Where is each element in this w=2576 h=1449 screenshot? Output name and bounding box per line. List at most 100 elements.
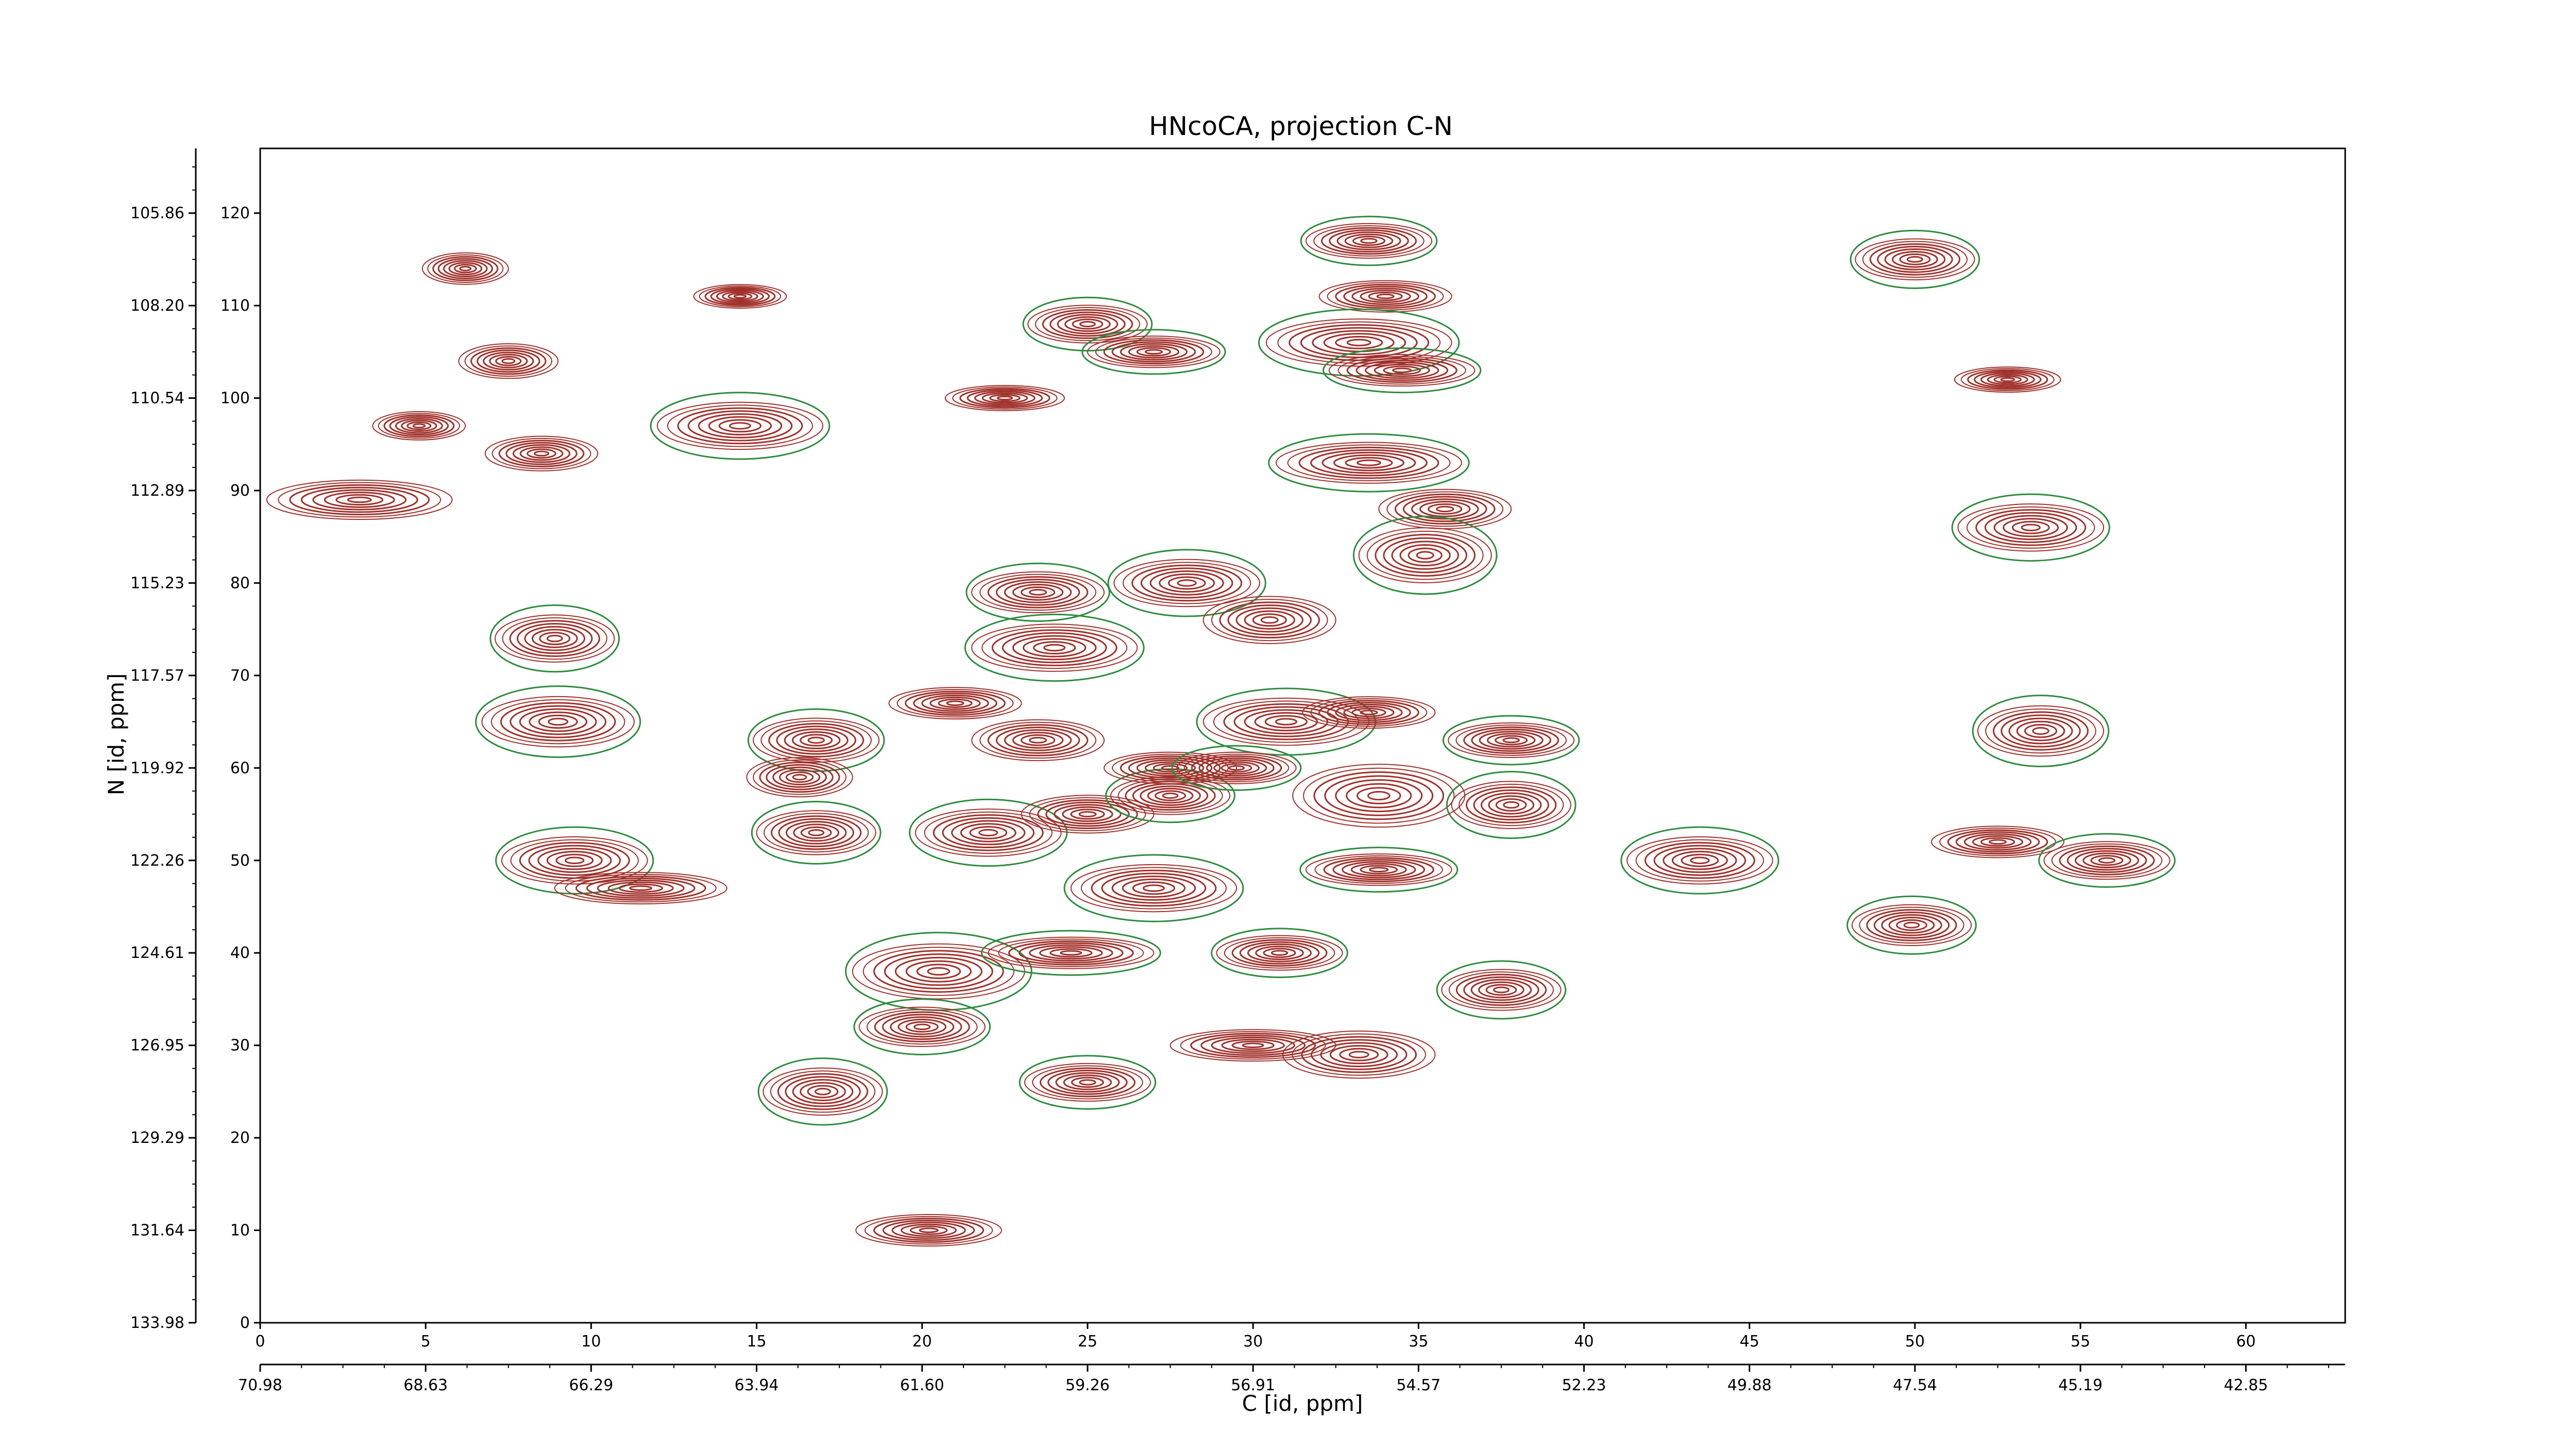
peak-20-level-5 — [951, 820, 1026, 846]
x-index-tick-label: 45 — [1740, 1333, 1759, 1351]
peak-19-level-7 — [938, 698, 973, 708]
peak-36-negative-level — [1171, 745, 1302, 791]
peak-27 — [1022, 296, 1153, 352]
peak-9-level-5 — [519, 708, 597, 735]
peak-56-level-1 — [1957, 503, 2105, 552]
x-axis-ppm: 70.98 68.63 66.29 63.94 61.60 59.26 56.91 54.57… — [238, 1363, 2345, 1394]
peak-24 — [971, 719, 1105, 762]
x-ppm-tick-label: 47.54 — [1893, 1376, 1937, 1394]
peak-43-level-6 — [1344, 233, 1394, 248]
peak-9-level-8 — [548, 717, 569, 726]
peak-28-level-4 — [1111, 341, 1196, 363]
y-ppm-tick-label: 112.89 — [130, 482, 184, 500]
peak-32-level-5 — [1149, 570, 1224, 596]
peak-53-level-4 — [1653, 845, 1747, 876]
peak-14-level-5 — [785, 821, 847, 845]
peak-17 — [853, 998, 991, 1056]
peak-35-level-5 — [1235, 607, 1304, 633]
peak-38-level-8 — [1242, 1042, 1264, 1048]
peak-15-level-2 — [770, 1070, 876, 1113]
peak-30-level-7 — [1155, 790, 1186, 801]
peak-37-level-3 — [1231, 939, 1328, 967]
peak-23 — [964, 613, 1145, 682]
peak-20 — [909, 798, 1068, 867]
peak-17-level-3 — [874, 1011, 970, 1042]
peak-1-level-5 — [443, 260, 488, 278]
peak-2-level-6 — [489, 353, 528, 368]
x-axis-index: 0 5 10 15 20 25 30 35 40 45 50 55 60 — [255, 1323, 2256, 1351]
peak-60-level-5 — [1881, 914, 1942, 936]
peak-28-negative-level — [1081, 329, 1226, 375]
y-ppm-tick-label: 131.64 — [130, 1222, 184, 1240]
peak-9-level-3 — [500, 702, 616, 742]
peak-21-level-5 — [974, 391, 1036, 406]
peak-40-level-5 — [1335, 703, 1403, 721]
peak-8-level-3 — [509, 620, 600, 657]
peak-53-level-2 — [1635, 839, 1765, 882]
peak-53-level-5 — [1663, 848, 1737, 873]
peak-15 — [757, 1057, 888, 1126]
peak-59 — [2038, 833, 2176, 888]
peak-39-level-5 — [1320, 1042, 1398, 1067]
peak-7-level-5 — [698, 413, 783, 439]
peak-1-level-2 — [427, 254, 504, 283]
peak-32 — [1107, 549, 1266, 617]
peak-28-level-6 — [1128, 345, 1180, 359]
peak-41-level-1 — [1292, 764, 1466, 828]
peak-37-negative-level — [1211, 928, 1348, 979]
peak-22-level-2 — [979, 574, 1097, 611]
peak-11-level-8 — [629, 885, 653, 891]
peak-14-level-6 — [793, 823, 840, 842]
peak-25-level-6 — [1039, 946, 1103, 960]
peak-47-level-5 — [1321, 451, 1416, 474]
peak-23-negative-level — [964, 613, 1145, 682]
peak-25-level-5 — [1029, 944, 1113, 962]
peak-15-level-3 — [777, 1073, 869, 1110]
peak-52 — [1436, 960, 1567, 1020]
peak-19-level-5 — [921, 694, 989, 712]
peak-59-level-4 — [2066, 848, 2147, 873]
peak-51-level-6 — [1488, 795, 1535, 815]
peak-52-level-6 — [1478, 981, 1524, 999]
peak-9-level-2 — [490, 699, 625, 745]
peak-15-level-6 — [800, 1082, 846, 1102]
peak-40-level-8 — [1360, 710, 1378, 715]
peak-5-level-1 — [266, 479, 453, 520]
peak-15-level-4 — [785, 1076, 861, 1107]
peak-41-level-8 — [1367, 791, 1391, 801]
peak-18-level-3 — [873, 1218, 985, 1243]
peak-12-level-4 — [776, 726, 856, 755]
peak-23-level-4 — [1002, 632, 1107, 664]
y-index-tick-label: 40 — [230, 944, 250, 962]
peak-20-level-2 — [924, 811, 1053, 854]
peak-42-level-3 — [1323, 857, 1434, 883]
peak-31 — [1063, 854, 1244, 922]
x-ppm-tick-label: 42.85 — [2224, 1376, 2268, 1394]
peak-45 — [1258, 308, 1460, 377]
peak-43-negative-level — [1300, 215, 1438, 266]
peak-19-level-3 — [905, 690, 1006, 716]
peak-26-level-8 — [1079, 1079, 1096, 1086]
peak-54-negative-level — [1850, 229, 1980, 289]
peak-49-negative-level — [1352, 515, 1498, 595]
peak-46-level-3 — [1346, 358, 1458, 383]
peak-29-level-6 — [1062, 806, 1113, 822]
peak-29-level-5 — [1054, 804, 1122, 824]
peak-28-level-1 — [1087, 335, 1221, 368]
peak-50-level-5 — [1479, 731, 1544, 750]
peak-18-level-5 — [891, 1221, 966, 1239]
peak-50-level-3 — [1463, 726, 1560, 754]
peak-57-level-1 — [1977, 705, 2105, 757]
x-index-tick-label: 10 — [581, 1333, 601, 1351]
x-ppm-tick-label: 61.60 — [900, 1376, 944, 1394]
peak-51 — [1446, 770, 1577, 839]
peak-11-level-3 — [575, 875, 706, 901]
peak-52-level-2 — [1448, 971, 1554, 1008]
peak-37-level-6 — [1255, 946, 1304, 961]
peak-56-level-4 — [1984, 512, 2077, 543]
peak-48 — [1378, 488, 1512, 529]
peak-6-level-3 — [704, 287, 776, 306]
peak-24-level-2 — [979, 721, 1097, 759]
peak-60-level-7 — [1896, 919, 1927, 931]
y-index-tick-label: 120 — [221, 205, 250, 223]
